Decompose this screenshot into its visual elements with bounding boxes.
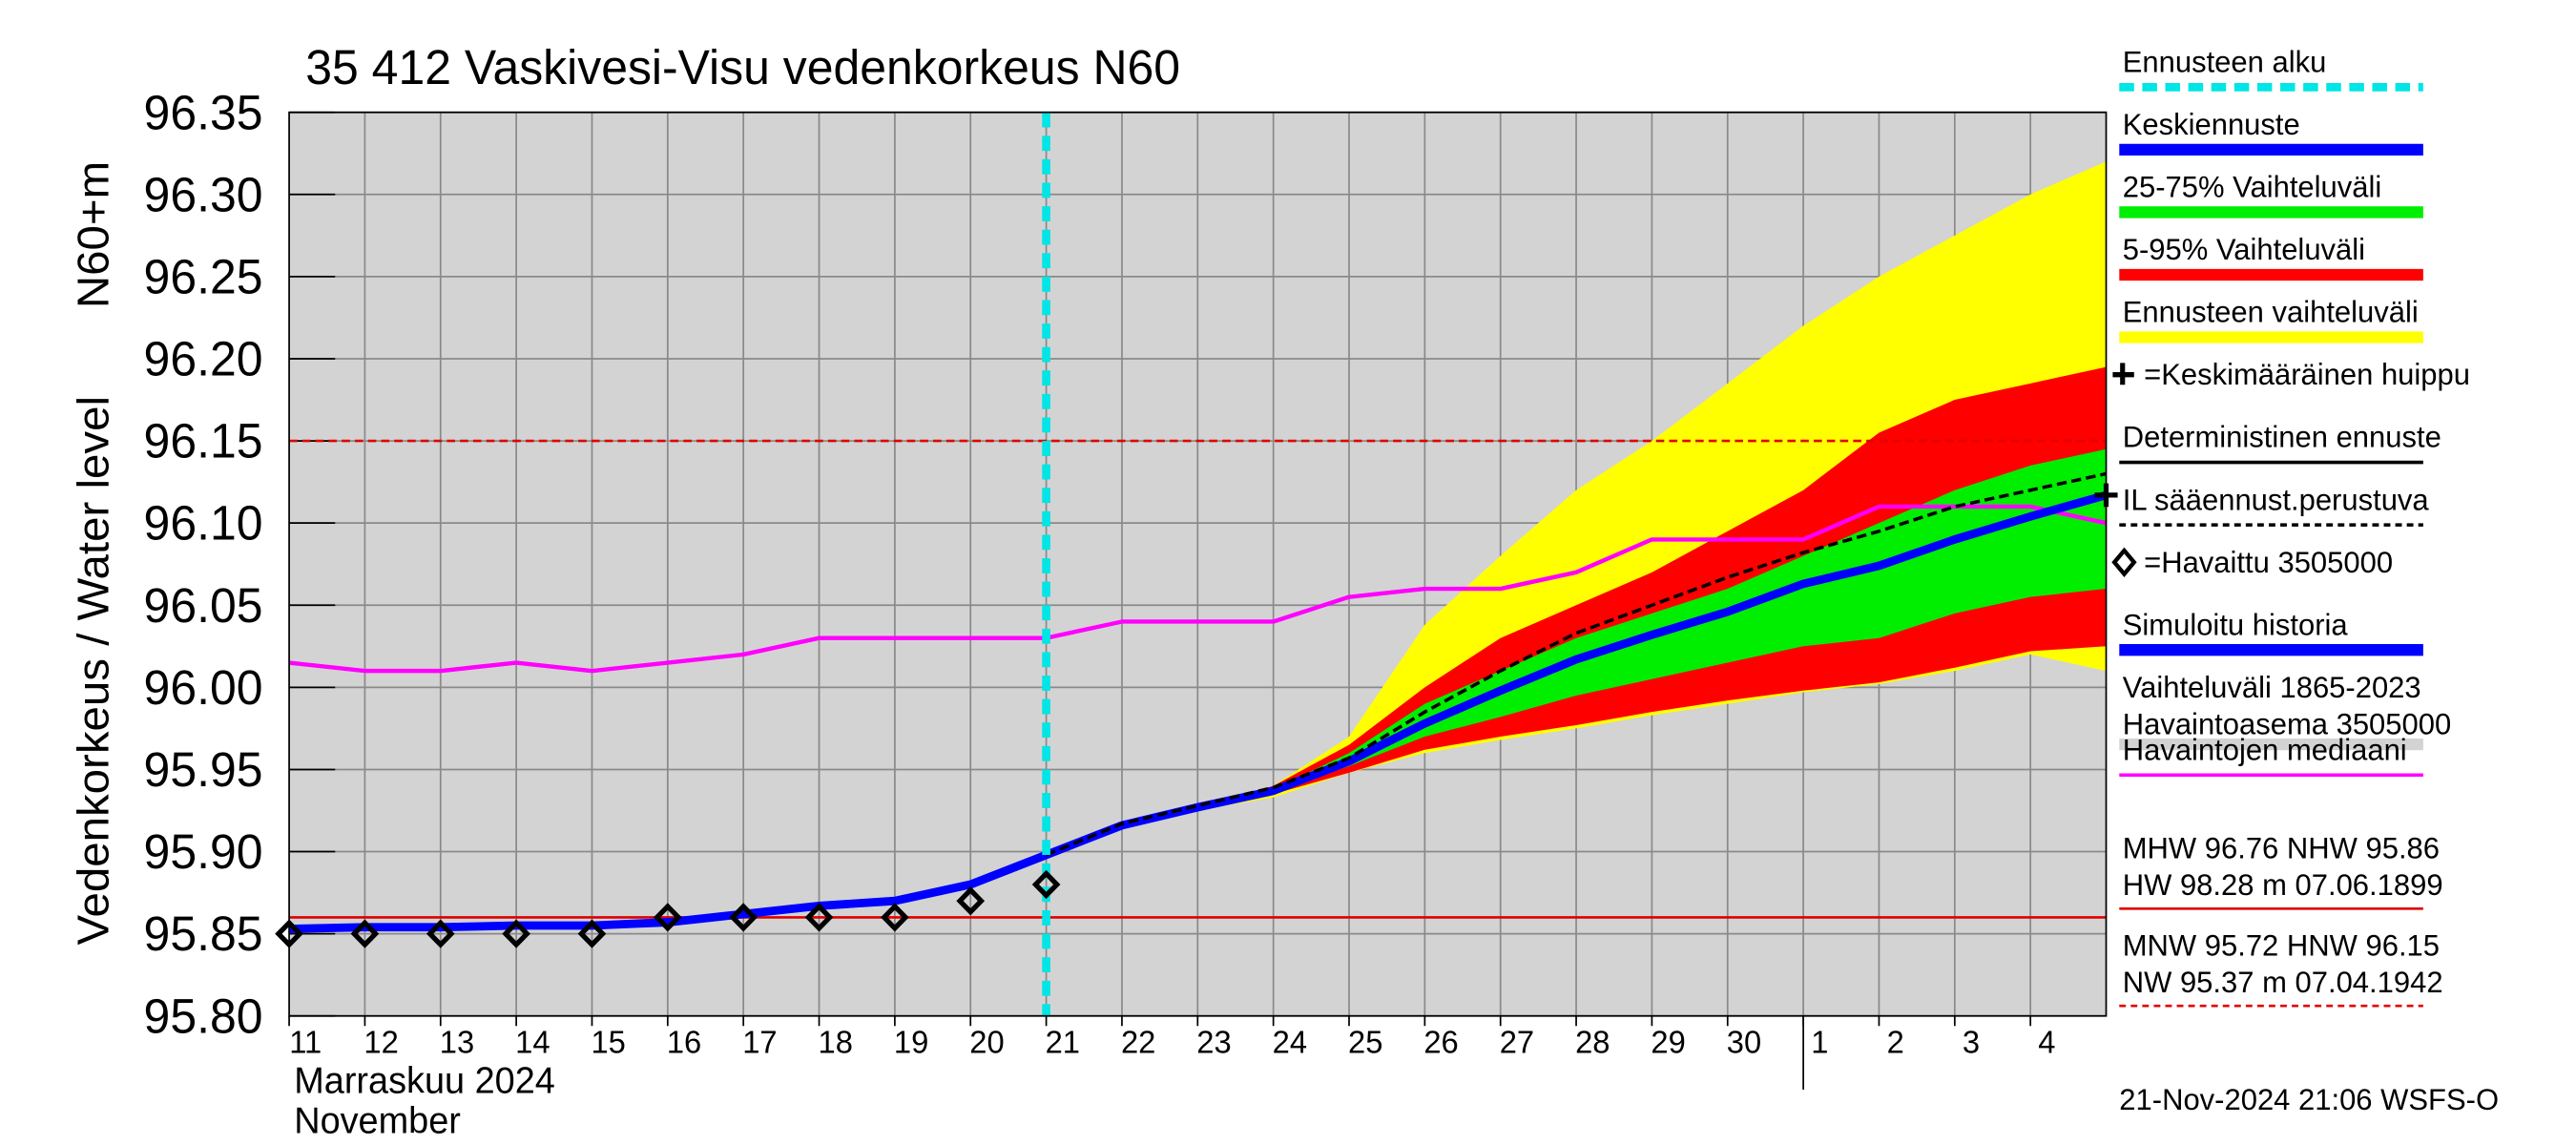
legend-label: 25-75% Vaihteluväli	[2123, 170, 2382, 203]
x-tick-label: 30	[1727, 1025, 1761, 1060]
y-tick-label: 96.35	[144, 85, 263, 140]
y-tick-label: 96.15	[144, 413, 263, 468]
x-tick-label: 2	[1887, 1025, 1904, 1060]
month-label-en: November	[294, 1100, 461, 1141]
series-line	[288, 504, 2107, 674]
y-tick-label: 96.30	[144, 167, 263, 222]
observed-point	[577, 919, 607, 948]
x-tick-label: 25	[1348, 1025, 1382, 1060]
x-tick-label: 12	[364, 1025, 398, 1060]
legend-label: Ennusteen alku	[2123, 45, 2327, 78]
y-tick-label: 95.85	[144, 906, 263, 962]
stats-text: MHW 96.76 NHW 95.86	[2123, 831, 2440, 864]
x-tick-label: 24	[1273, 1025, 1307, 1060]
legend-swatch	[2111, 547, 2137, 577]
legend-label: 5-95% Vaihteluväli	[2123, 233, 2365, 266]
y-tick-label: 96.25	[144, 249, 263, 304]
x-tick-label: 16	[667, 1025, 701, 1060]
observed-point	[804, 903, 834, 932]
x-tick-label: 11	[289, 1025, 322, 1060]
band	[1046, 366, 2107, 855]
stats-text: HW 98.28 m 07.06.1899	[2123, 868, 2443, 902]
x-tick-label: 13	[440, 1025, 474, 1060]
x-tick-label: 27	[1500, 1025, 1534, 1060]
x-tick-label: 3	[1963, 1025, 1980, 1060]
y-tick-label: 96.10	[144, 495, 263, 551]
timestamp: 21-Nov-2024 21:06 WSFS-O	[2119, 1083, 2499, 1116]
x-tick-label: 23	[1196, 1025, 1231, 1060]
observed-point	[1031, 869, 1061, 900]
x-tick-label: 15	[591, 1025, 625, 1060]
legend-label: Vaihteluväli 1865-2023	[2123, 671, 2421, 704]
legend-label: Simuloitu historia	[2123, 608, 2348, 641]
legend-label: =Keskimääräinen huippu	[2144, 358, 2470, 391]
legend-label: Deterministinen ennuste	[2123, 420, 2441, 453]
observed-point	[502, 919, 530, 948]
y-unit-label: N60+m	[68, 161, 117, 308]
x-tick-label: 21	[1046, 1025, 1080, 1060]
observed-point	[729, 903, 758, 932]
x-tick-label: 14	[515, 1025, 550, 1060]
observed-point	[426, 919, 455, 948]
chart-title: 35 412 Vaskivesi-Visu vedenkorkeus N60	[305, 39, 1180, 94]
series-line	[1045, 471, 2107, 857]
observed-point	[956, 886, 986, 916]
x-tick-label: 20	[969, 1025, 1004, 1060]
stats-text: MNW 95.72 HNW 96.15	[2123, 928, 2440, 962]
legend-label: Havaintojen mediaani	[2123, 733, 2407, 766]
y-tick-label: 96.05	[144, 577, 263, 633]
x-tick-label: 28	[1575, 1025, 1610, 1060]
y-tick-label: 96.20	[144, 331, 263, 386]
y-tick-label: 96.00	[144, 659, 263, 715]
x-tick-label: 29	[1651, 1025, 1685, 1060]
legend-label: =Havaittu 3505000	[2144, 546, 2393, 579]
legend-swatch	[2112, 363, 2134, 385]
x-tick-label: 22	[1121, 1025, 1155, 1060]
y-tick-label: 95.95	[144, 742, 263, 798]
stats-text: NW 95.37 m 07.04.1942	[2123, 966, 2443, 999]
x-tick-label: 18	[819, 1025, 853, 1060]
x-tick-label: 19	[894, 1025, 928, 1060]
observed-point	[653, 903, 682, 932]
legend-sublabel: Havaintoasema 3505000	[2123, 707, 2451, 740]
legend-label: Ennusteen vaihteluväli	[2123, 295, 2419, 328]
month-label: Marraskuu 2024	[294, 1060, 555, 1101]
band	[1046, 448, 2107, 855]
x-tick-label: 4	[2038, 1025, 2055, 1060]
x-tick-label: 17	[742, 1025, 777, 1060]
y-tick-label: 95.90	[144, 824, 263, 880]
legend-label: Keskiennuste	[2123, 108, 2300, 141]
x-tick-label: 26	[1423, 1025, 1458, 1060]
y-axis-label: Vedenkorkeus / Water level	[68, 396, 117, 946]
legend-label: IL sääennust.perustuva	[2123, 483, 2430, 516]
observed-point	[881, 903, 909, 932]
x-tick-label: 1	[1811, 1025, 1828, 1060]
y-tick-label: 95.80	[144, 989, 263, 1044]
observed-point	[350, 919, 380, 948]
